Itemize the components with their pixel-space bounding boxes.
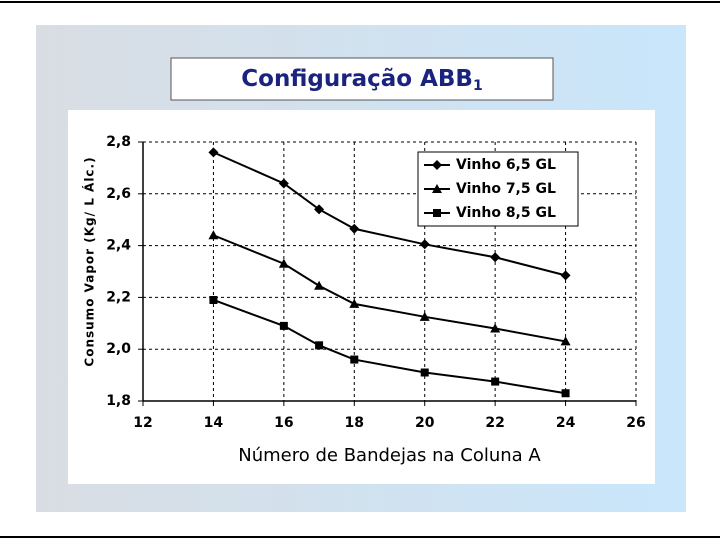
marker	[491, 377, 500, 386]
marker	[420, 368, 429, 377]
legend-marker	[432, 160, 442, 170]
x-tick-label: 16	[274, 415, 293, 431]
marker	[208, 230, 219, 240]
marker	[209, 295, 218, 304]
marker	[314, 280, 325, 290]
legend-label: Vinho 8,5 GL	[456, 205, 556, 221]
x-tick-label: 22	[485, 415, 504, 431]
y-axis-label: Consumo Vapor (Kg/ L Álc.)	[82, 156, 97, 366]
marker	[560, 270, 571, 281]
slide-title: Configuração ABB1	[241, 66, 482, 95]
marker	[350, 355, 359, 364]
marker	[490, 252, 501, 263]
marker	[349, 223, 360, 234]
x-tick-label: 24	[556, 415, 576, 431]
legend-marker	[432, 184, 442, 193]
x-axis-label: Número de Bandejas na Coluna A	[238, 445, 541, 466]
marker	[315, 341, 324, 350]
marker	[490, 323, 501, 333]
marker	[278, 178, 289, 189]
y-tick-label: 2,4	[106, 238, 131, 254]
y-tick-label: 1,8	[106, 393, 131, 409]
marker	[278, 258, 289, 268]
marker	[560, 336, 571, 346]
x-tick-label: 18	[345, 415, 364, 431]
y-tick-label: 2,2	[106, 289, 131, 305]
x-tick-label: 20	[415, 415, 435, 431]
marker	[349, 298, 360, 308]
title-subscript: 1	[473, 78, 483, 94]
y-tick-label: 2,0	[106, 341, 131, 357]
marker	[314, 204, 325, 215]
legend-label: Vinho 6,5 GL	[456, 157, 556, 173]
marker	[419, 239, 430, 250]
title-box	[170, 57, 554, 101]
x-tick-label: 26	[626, 415, 645, 431]
legend-label: Vinho 7,5 GL	[456, 181, 556, 197]
title-text: Configuração ABB	[241, 66, 473, 92]
x-tick-label: 14	[204, 415, 224, 431]
x-tick-label: 12	[133, 415, 152, 431]
y-tick-label: 2,8	[106, 134, 131, 150]
marker	[561, 389, 570, 398]
marker	[208, 147, 219, 158]
marker	[279, 321, 288, 330]
chart: 1,8 2,0 2,2 2,4 2,6 2,8 12 14 16 18 20 22 24 26 Número…	[82, 134, 646, 466]
y-tick-label: 2,6	[106, 186, 131, 202]
legend: Vinho 6,5 GL Vinho 7,5 GL Vinho 8,5 GL	[417, 151, 579, 227]
marker	[419, 311, 430, 321]
legend-marker	[433, 209, 441, 217]
